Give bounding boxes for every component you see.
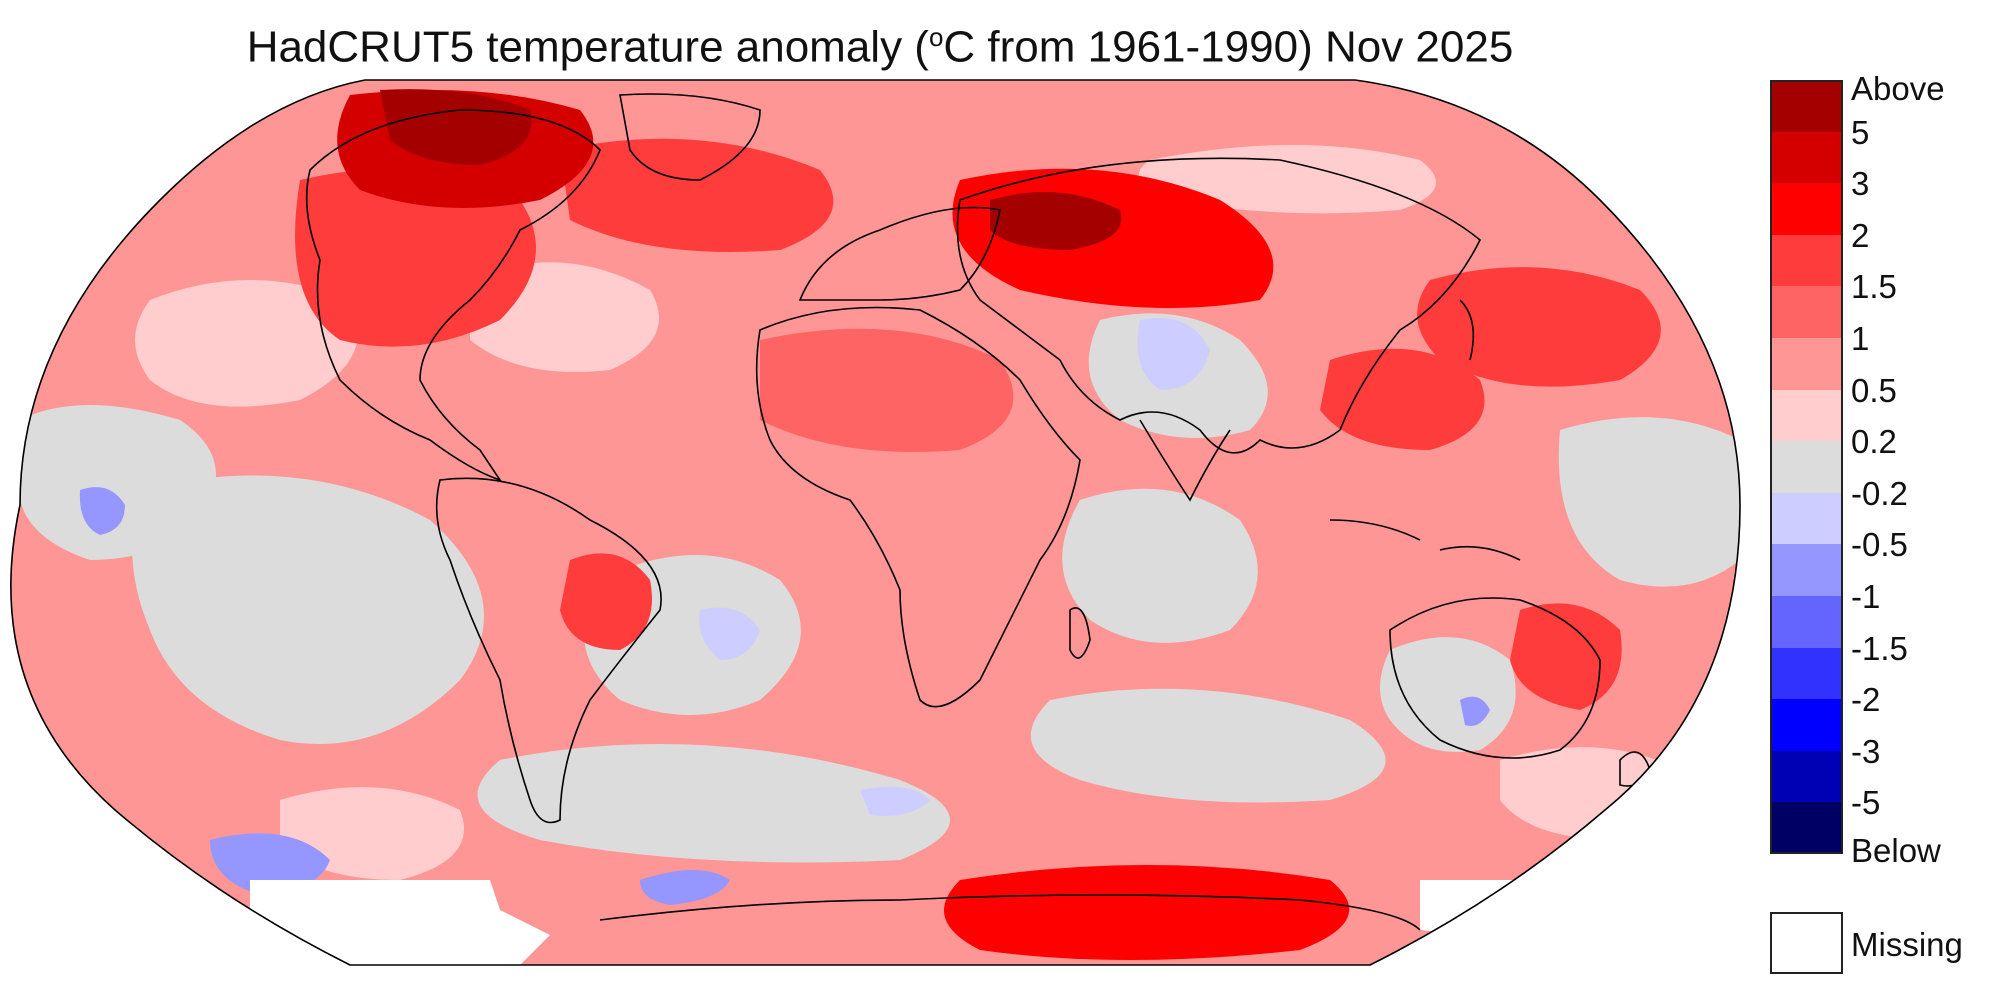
map-title: HadCRUT5 temperature anomaly (oC from 19… — [0, 22, 1760, 73]
legend-label: 0.2 — [1851, 423, 1897, 461]
coast-asia — [956, 157, 1481, 454]
legend-label: -0.5 — [1851, 526, 1908, 564]
missing-label: Missing — [1851, 926, 1963, 963]
coast-madagascar — [1069, 607, 1091, 659]
legend-swatch — [1770, 441, 1843, 493]
legend-label: -1 — [1851, 578, 1881, 615]
legend-label: 2 — [1851, 216, 1870, 254]
region-grey-south-indian — [1030, 688, 1386, 803]
region-blue-tibet — [1137, 318, 1210, 390]
region-grey-pacific-far-east — [1558, 417, 1740, 587]
degree-symbol: o — [928, 22, 944, 52]
region-darkred-siberia — [990, 192, 1122, 250]
legend-swatch — [1770, 80, 1843, 132]
legend-swatch — [1770, 131, 1843, 184]
legend-label-below: Below — [1851, 832, 1941, 869]
legend-label: -1.5 — [1851, 629, 1908, 667]
region-blue-drake — [640, 870, 730, 905]
region-grey-australia — [1380, 637, 1516, 752]
coast-south-america — [435, 477, 662, 824]
region-red-north-pacific — [1417, 267, 1661, 387]
legend-swatch — [1770, 802, 1843, 854]
legend-label: 1 — [1851, 320, 1870, 357]
legend-label: Above — [1851, 70, 1945, 107]
legend-color-bar-outline — [1770, 80, 1843, 854]
legend-swatch — [1770, 338, 1843, 390]
coast-africa — [755, 306, 1081, 708]
legend-swatch — [1770, 647, 1843, 700]
region-blue-south-indian — [860, 786, 930, 816]
coast-north-america — [305, 109, 601, 482]
coast-australia — [1389, 597, 1601, 759]
region-grey-pacific-east — [132, 475, 484, 744]
legend-label: -0.2 — [1851, 474, 1908, 512]
region-blue-pacific — [79, 487, 125, 535]
legend-swatch — [1770, 750, 1843, 803]
legend-label: -5 — [1851, 784, 1881, 822]
region-blue-south-atlantic — [699, 607, 760, 660]
world-anomaly-map — [10, 79, 1741, 966]
legend-label: 0.5 — [1851, 371, 1897, 409]
legend-label: -2 — [1851, 681, 1881, 719]
map-outline — [10, 79, 1741, 966]
region-lightpink-north-pacific — [135, 280, 359, 407]
missing-data-patch — [250, 880, 550, 965]
region-red-north-america — [295, 168, 536, 347]
coast-japan — [1459, 299, 1475, 361]
legend-label: 1.5 — [1851, 268, 1897, 306]
region-grey-indian-ocean — [1062, 488, 1258, 643]
coast-greenland — [619, 93, 761, 181]
legend-label: 3 — [1851, 165, 1870, 203]
legend-swatch — [1770, 492, 1843, 545]
region-red-sahara — [760, 328, 1014, 452]
coast-antarctica — [599, 894, 1421, 931]
title-prefix: HadCRUT5 temperature anomaly ( — [246, 22, 929, 72]
legend-swatch — [1770, 286, 1843, 338]
region-lightpink-siberia-band — [1138, 145, 1436, 214]
title-suffix: C from 1961-1990) Nov 2025 — [943, 22, 1514, 72]
region-grey-southern-band — [477, 744, 950, 863]
region-red-australia-east — [1510, 603, 1622, 710]
legend-label: -3 — [1851, 732, 1881, 770]
legend-swatch — [1770, 183, 1843, 235]
coast-europe — [798, 206, 1001, 301]
region-blue-australia — [1460, 696, 1490, 726]
legend-swatch — [1770, 234, 1843, 287]
coast-india — [1139, 419, 1231, 502]
legend-swatch — [1770, 389, 1843, 442]
legend-swatch — [1770, 699, 1843, 751]
coast-indonesia — [1329, 519, 1521, 561]
region-darkred-arctic-pole — [380, 89, 532, 165]
legend-swatch — [1770, 544, 1843, 596]
missing-swatch — [1770, 912, 1843, 974]
legend-swatch — [1770, 596, 1843, 648]
region-red-antarctic — [944, 865, 1350, 960]
missing-data-patch-east — [1420, 880, 1560, 940]
region-blue-southern-pacific — [210, 833, 330, 895]
coastlines — [305, 93, 1651, 931]
region-red-brazil — [560, 553, 652, 650]
legend-label: 5 — [1851, 113, 1870, 151]
region-red-north-atlantic — [560, 138, 834, 252]
region-red-east-asia — [1320, 348, 1485, 450]
